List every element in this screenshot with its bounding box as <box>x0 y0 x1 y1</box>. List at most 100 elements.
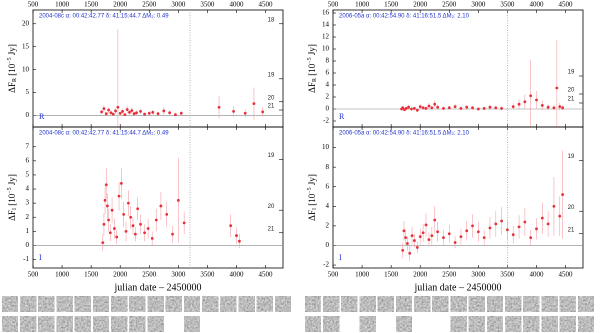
data-point <box>118 111 122 115</box>
data-point <box>418 235 422 239</box>
data-point <box>555 86 559 90</box>
y-tick-label: 8 <box>326 57 330 65</box>
data-point <box>133 232 137 236</box>
data-point <box>476 107 480 111</box>
data-point <box>523 100 527 104</box>
thumbnail <box>129 315 146 333</box>
thumbnail <box>256 295 273 313</box>
data-point <box>128 110 131 114</box>
data-point <box>107 108 110 112</box>
data-point <box>176 198 180 202</box>
data-point <box>126 201 130 205</box>
data-point <box>104 183 108 187</box>
mag-tick-label: 19 <box>568 154 575 160</box>
thumbnail <box>468 295 485 313</box>
y-tick-label: 15 <box>22 42 30 50</box>
mag-tick-label: 20 <box>268 95 275 101</box>
data-point <box>546 222 550 226</box>
data-point <box>561 106 565 110</box>
x-tick-label: 4500 <box>559 271 574 279</box>
y-tick-label: 16 <box>322 9 330 17</box>
y-tick-label: 0 <box>326 241 330 249</box>
band-label: R <box>339 112 345 121</box>
annotation: 2006-05a α: 00:42:54.90 δ: 41:16:51.5 ΔM… <box>339 131 470 137</box>
thumbnail <box>1 295 19 313</box>
thumbnail-strip <box>1 295 595 333</box>
thumbnail <box>505 295 522 313</box>
x-tick-label: 3500 <box>500 271 515 279</box>
y-tick-label: 10 <box>322 45 330 53</box>
data-point <box>107 218 110 222</box>
data-point <box>433 218 437 222</box>
data-point <box>511 233 515 237</box>
x-tick-label: 3000 <box>171 1 186 9</box>
data-point <box>561 193 565 196</box>
thumbnail <box>541 295 558 313</box>
x-tick-label: 2500 <box>142 1 157 9</box>
x-tick-label: 2500 <box>142 271 157 279</box>
data-point <box>165 213 169 216</box>
x-tick-label: 3500 <box>500 1 515 9</box>
y-tick-label: 3 <box>26 199 30 207</box>
data-point <box>110 208 114 212</box>
data-point <box>130 109 134 112</box>
thumbnail <box>359 295 376 313</box>
y-tick-label: 4 <box>326 81 330 89</box>
data-point <box>535 227 538 231</box>
y-axis-label: ΔFI [10−5 Jy] <box>7 174 18 221</box>
y-tick-label: 2 <box>326 222 330 230</box>
data-point <box>421 106 425 110</box>
thumbnail <box>395 315 413 333</box>
data-point <box>111 112 115 116</box>
data-point <box>471 106 474 110</box>
x-tick-label: 4000 <box>229 1 244 9</box>
x-tick-label: 500 <box>28 1 39 9</box>
data-point <box>102 222 106 226</box>
thumbnail <box>541 315 558 333</box>
data-point <box>459 235 463 239</box>
mag-tick-label: 19 <box>268 72 275 78</box>
data-point <box>132 112 136 116</box>
thumbnail <box>341 295 358 313</box>
thumbnail <box>274 295 292 313</box>
thumbnail <box>395 295 413 313</box>
data-point <box>139 110 142 113</box>
data-point <box>421 231 425 235</box>
data-point <box>235 234 238 237</box>
data-point <box>494 222 498 226</box>
thumbnail <box>238 295 255 313</box>
y-axis-label: ΔFI [10−5 Jy] <box>307 174 318 221</box>
y-axis-label: ΔFR [10−5 Jy] <box>307 44 318 93</box>
mag-tick-label: 21 <box>568 227 575 233</box>
data-point <box>402 229 406 233</box>
data-point <box>101 241 105 245</box>
x-tick-label: 1500 <box>384 271 399 279</box>
y-label-exp: −5 <box>307 187 313 193</box>
annotation: 2006-05a α: 00:42:54.90 δ: 41:16:51.5 ΔM… <box>339 14 470 20</box>
thumbnail <box>523 315 540 333</box>
x-tick-label: 2500 <box>442 1 457 9</box>
band-label: I <box>339 253 342 262</box>
x-tick-label: 500 <box>328 271 339 279</box>
x-tick-label: 3500 <box>200 1 215 9</box>
data-point <box>418 105 422 108</box>
y-label-unit: [10 <box>307 193 317 208</box>
data-point <box>453 105 457 108</box>
y-label-sub: R <box>312 78 318 82</box>
annotation: 2004-08c α: 00:42:42.77 δ: 41:15:44.7 ΔM… <box>39 14 169 20</box>
data-point <box>494 106 498 110</box>
x-tick-label: 2500 <box>442 271 457 279</box>
data-point <box>506 228 509 232</box>
y-label-unit-end: Jy] <box>7 174 17 187</box>
data-point <box>511 105 515 108</box>
y-label-exp: −5 <box>307 57 313 63</box>
x-tick-label: 4500 <box>259 271 274 279</box>
thumbnail <box>523 295 540 313</box>
x-tick-label: 1500 <box>84 1 99 9</box>
thumbnail <box>92 315 110 333</box>
thumbnail <box>165 295 183 313</box>
x-tick-label: 4500 <box>559 1 574 9</box>
plot-frame <box>332 9 584 128</box>
y-label-unit: [10 <box>7 193 17 208</box>
thumbnail <box>450 295 467 313</box>
